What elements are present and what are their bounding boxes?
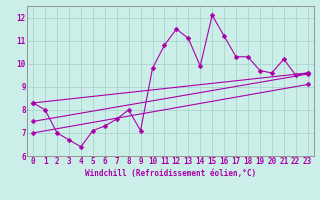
X-axis label: Windchill (Refroidissement éolien,°C): Windchill (Refroidissement éolien,°C) [85,169,256,178]
